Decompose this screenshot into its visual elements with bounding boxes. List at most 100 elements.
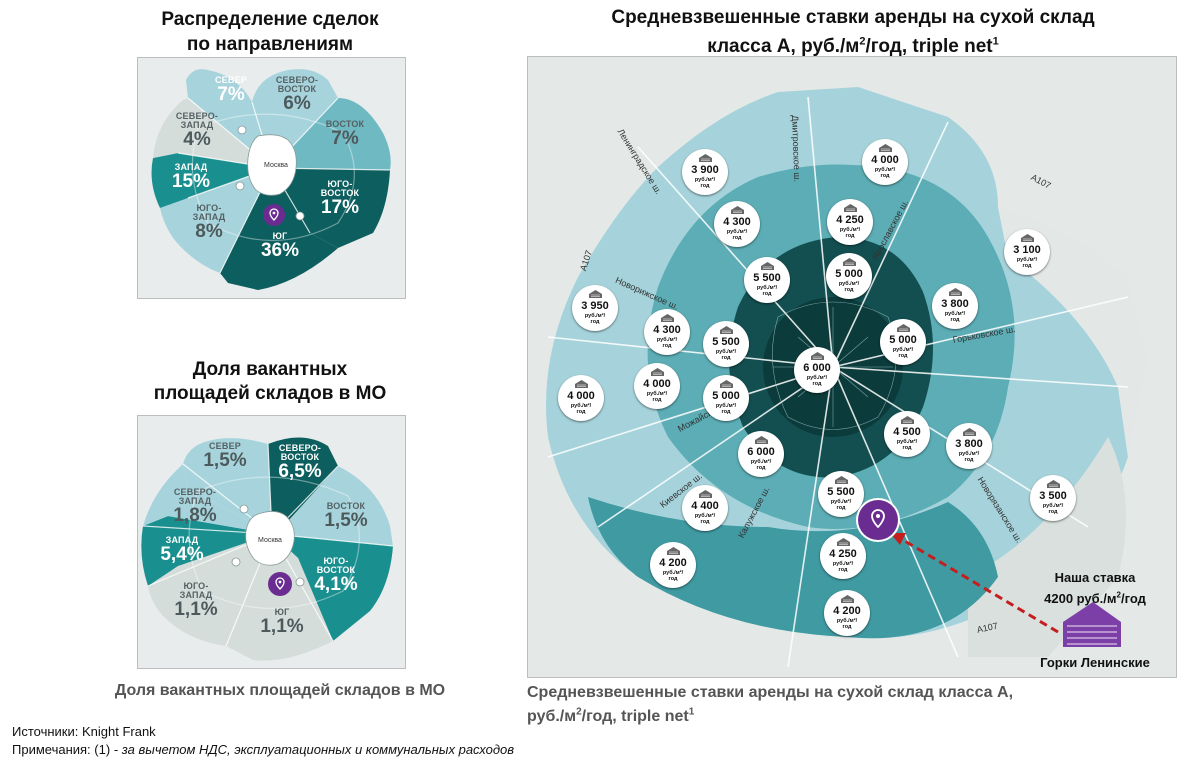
sector-value: 7% <box>217 84 245 105</box>
sector-value: 7% <box>331 128 359 149</box>
warehouse-small-icon <box>837 538 850 546</box>
sector-value: 4% <box>183 129 211 150</box>
sector-name: ЗАПАД <box>192 212 226 222</box>
vacancy-label-southwest: ЮГО- ЗАПАД 1,1% <box>170 581 222 620</box>
sector-name: ЮГО- <box>196 203 222 213</box>
deals-sector-west <box>151 153 272 208</box>
rates-arrow-head <box>890 533 906 545</box>
deals-location-pin <box>263 204 285 226</box>
deals-label-northeast: СЕВЕРО- ВОСТОК 6% <box>270 76 324 114</box>
rate-badge: 6 000 руб./м²/год <box>794 347 840 393</box>
sector-name: ЮГ <box>274 607 290 617</box>
vacancy-map: Москва СЕВЕР 1,5% СЕВЕРО- ВОСТОК 6,5% ВО… <box>137 415 406 669</box>
rate-badge: 4 250 руб./м²/год <box>820 533 866 579</box>
vacancy-sector-north <box>183 438 272 534</box>
our-rate-line2: 4200 руб./м2/год <box>1044 591 1146 607</box>
warehouse-small-icon <box>963 428 976 436</box>
sector-value: 36% <box>260 240 300 261</box>
warehouse-small-icon <box>661 314 674 322</box>
rate-badge: 4 200 руб./м²/год <box>650 542 696 588</box>
sector-name: ВОСТОК <box>326 501 366 511</box>
rate-badge: 5 500 руб./м²/год <box>744 257 790 303</box>
sector-name: ЗАПАД <box>180 120 214 130</box>
rate-badge: 4 000 руб./м²/год <box>558 375 604 421</box>
rate-badge: 4 000 руб./м²/год <box>634 363 680 409</box>
rate-badge: 3 900 руб./м²/год <box>682 149 728 195</box>
vacancy-label-north: СЕВЕР 1,5% <box>200 441 250 471</box>
vacancy-sector-northwest <box>143 464 272 534</box>
sector-name: СЕВЕРО- <box>278 443 322 453</box>
vacancy-label-south: ЮГ 1,1% <box>256 607 308 637</box>
deals-sector-southwest <box>160 168 272 273</box>
deals-sector-northwest <box>153 98 272 168</box>
warehouse-small-icon <box>699 154 712 162</box>
deals-title: Распределение сделок по направлениям <box>120 7 420 57</box>
rate-badge: 4 300 руб./м²/год <box>644 309 690 355</box>
sector-value: 8% <box>195 221 223 242</box>
sector-name: СЕВЕР <box>208 441 241 451</box>
vacancy-sector-southwest <box>148 534 272 646</box>
rate-badge: 4 000 руб./м²/год <box>862 139 908 185</box>
rates-title: Средневзвешенные ставки аренды на сухой … <box>528 5 1178 59</box>
deals-city-label: Москва <box>264 162 288 169</box>
warehouse-small-icon <box>720 326 733 334</box>
rates-location-pin <box>858 500 898 540</box>
rates-title-line2: класса А, руб./м2/год, triple net1 <box>707 36 999 58</box>
rate-badge: 4 500 руб./м²/год <box>884 411 930 457</box>
sector-name: СЕВЕРО- <box>175 111 219 121</box>
sector-name: ЗАПАД <box>178 496 212 506</box>
vacancy-title: Доля вакантных площадей складов в МО <box>120 358 420 406</box>
deals-map-graphic <box>151 69 391 290</box>
warehouse-small-icon <box>755 436 768 444</box>
vacancy-title-line2: площадей складов в МО <box>153 383 387 404</box>
deals-sector-south <box>220 168 338 290</box>
sector-value: 17% <box>320 197 360 218</box>
warehouse-small-icon <box>879 144 892 152</box>
deals-label-west: ЗАПАД 15% <box>166 162 216 192</box>
rate-badge: 5 500 руб./м²/год <box>703 321 749 367</box>
warehouse-small-icon <box>720 380 733 388</box>
warehouse-small-icon <box>589 290 602 298</box>
warehouse-small-icon <box>651 368 664 376</box>
vacancy-label-east: ВОСТОК 1,5% <box>318 501 374 531</box>
our-rate-line1: Наша ставка <box>1054 570 1136 585</box>
warehouse-small-icon <box>897 324 910 332</box>
warehouse-small-icon <box>844 204 857 212</box>
vacancy-sector-west <box>141 516 272 586</box>
rate-badge: 3 500 руб./м²/год <box>1030 475 1076 521</box>
sector-name: ЮГО- <box>183 581 209 591</box>
rates-title-line1: Средневзвешенные ставки аренды на сухой … <box>611 7 1095 28</box>
our-rate-label: Наша ставка 4200 руб./м2/год <box>1020 569 1170 608</box>
rate-badge: 5 000 руб./м²/год <box>703 375 749 421</box>
rate-badge: 4 400 руб./м²/год <box>682 485 728 531</box>
sector-name: ВОСТОК <box>325 119 365 129</box>
deals-sector-north <box>186 69 272 168</box>
pin-icon <box>269 208 279 221</box>
deals-label-southwest: ЮГО- ЗАПАД 8% <box>184 203 234 242</box>
pin-icon <box>275 577 285 590</box>
rate-badge: 5 500 руб./м²/год <box>818 471 864 517</box>
deals-title-line2: по направлениям <box>186 34 354 55</box>
warehouse-small-icon <box>575 380 588 388</box>
sector-value: 1,1% <box>260 616 304 637</box>
deals-sector-southeast <box>272 168 390 248</box>
rate-badge: 5 000 руб./м²/год <box>880 319 926 365</box>
warehouse-small-icon <box>667 547 680 555</box>
rates-south-band <box>588 497 998 639</box>
warehouse-small-icon <box>841 595 854 603</box>
warehouse-small-icon <box>761 262 774 270</box>
deals-title-line1: Распределение сделок <box>161 9 379 30</box>
sector-value: 6% <box>283 93 311 114</box>
rate-badge: 4 250 руб./м²/год <box>827 199 873 245</box>
sector-name: ВОСТОК <box>316 565 356 575</box>
vacancy-label-northeast: СЕВЕРО- ВОСТОК 6,5% <box>273 443 327 482</box>
rates-arrow <box>897 535 1059 634</box>
warehouse-small-icon <box>835 476 848 484</box>
rate-badge: 3 100 руб./м²/год <box>1004 229 1050 275</box>
vacancy-caption: Доля вакантных площадей складов в МО <box>114 682 446 699</box>
sector-name: ЗАПАД <box>174 162 208 172</box>
sector-name: ЗАПАД <box>179 590 213 600</box>
pin-icon <box>871 509 885 529</box>
deals-sector-east <box>272 98 391 170</box>
deals-moscow-shape <box>247 134 297 196</box>
